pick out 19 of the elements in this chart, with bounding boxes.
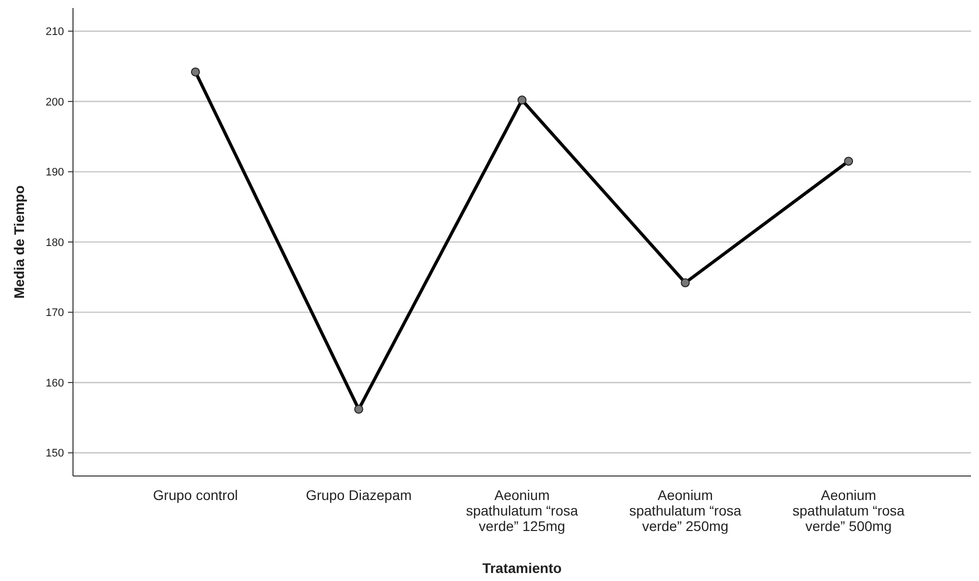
y-axis-title: Media de Tiempo [11, 185, 27, 299]
y-tick-label: 160 [46, 377, 64, 390]
x-axis-title: Tratamiento [482, 560, 562, 576]
y-tick-label: 170 [46, 307, 64, 320]
y-tick-label: 200 [46, 96, 64, 108]
point [354, 404, 364, 414]
x-tick-label: Aeonium spathulatum “rosa verde” 500mg [792, 487, 905, 534]
point [680, 278, 690, 288]
x-tick-label: Grupo Diazepam [306, 487, 412, 503]
y-tick-label: 210 [46, 26, 64, 38]
x-tick-label: Aeonium spathulatum “rosa verde” 125mg [466, 487, 578, 534]
y-tick-label: 180 [46, 236, 64, 249]
point [190, 67, 200, 76]
point [844, 156, 854, 166]
y-tick-label: 150 [46, 448, 64, 460]
y-tick-label: 190 [46, 166, 64, 179]
x-tick-label: Aeonium spathulatum “rosa verde” 250mg [629, 487, 742, 534]
point [518, 96, 526, 105]
x-tick-label: Grupo control [153, 487, 238, 503]
